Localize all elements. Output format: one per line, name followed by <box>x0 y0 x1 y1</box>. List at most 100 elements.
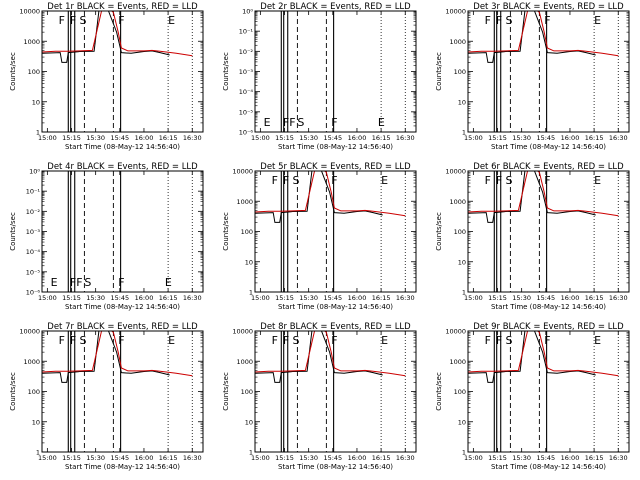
flag-label: F <box>272 174 278 187</box>
flag-label: F <box>70 14 76 27</box>
flag-label: E <box>381 334 388 347</box>
flag-label: E <box>594 174 601 187</box>
x-tick-label: 16:00 <box>135 134 154 142</box>
panel-title: Det 9r BLACK = Events, RED = LLD <box>473 322 624 332</box>
x-tick-label: 16:15 <box>585 294 604 302</box>
flag-label: E <box>168 14 175 27</box>
detector-panel: Det 6r BLACK = Events, RED = LLD Counts/s… <box>435 162 630 311</box>
flag-label: F <box>544 14 550 27</box>
y-axis-label: Counts/sec <box>435 372 443 411</box>
x-tick-label: 15:15 <box>488 454 507 462</box>
plot-frame <box>41 330 204 453</box>
flag-label: F <box>544 334 550 347</box>
flag-label: F <box>485 334 491 347</box>
x-tick-label: 16:15 <box>372 294 391 302</box>
flag-label: F <box>59 334 65 347</box>
plot-frame <box>41 170 204 293</box>
x-axis-label: Start Time (08-May-12 14:56:40) <box>491 143 606 151</box>
x-tick-label: 15:15 <box>62 454 81 462</box>
x-tick-label: 15:45 <box>110 454 129 462</box>
x-tick-label: 15:30 <box>299 294 318 302</box>
x-tick-label: 16:30 <box>396 454 415 462</box>
x-tick-label: 15:15 <box>275 454 294 462</box>
flag-label: S <box>297 116 304 129</box>
x-axis-label: Start Time (08-May-12 14:56:40) <box>491 303 606 311</box>
flag-label: E <box>381 174 388 187</box>
x-tick-label: 15:45 <box>110 134 129 142</box>
x-tick-label: 15:45 <box>536 454 555 462</box>
x-tick-label: 15:30 <box>86 454 105 462</box>
y-tick-label: 1000 <box>449 358 466 366</box>
plot-frame <box>467 170 630 293</box>
y-axis-label: Counts/sec <box>9 372 17 411</box>
x-tick-label: 15:30 <box>512 134 531 142</box>
x-tick-label: 16:15 <box>585 134 604 142</box>
flag-label: S <box>506 174 513 187</box>
flag-label: E <box>378 116 385 129</box>
flag-label: F <box>272 334 278 347</box>
x-tick-label: 16:15 <box>159 134 178 142</box>
x-tick-label: 15:15 <box>275 294 294 302</box>
flag-label: E <box>594 14 601 27</box>
panel-title: Det 5r BLACK = Events, RED = LLD <box>260 162 411 172</box>
detector-panel: Det 8r BLACK = Events, RED = LLD Counts/s… <box>222 322 417 471</box>
x-tick-label: 15:30 <box>299 134 318 142</box>
flag-label: S <box>506 14 513 27</box>
x-tick-label: 15:00 <box>251 454 270 462</box>
y-axis-label: Counts/sec <box>435 52 443 91</box>
x-tick-label: 16:30 <box>183 294 202 302</box>
plot-frame <box>41 10 204 133</box>
y-tick-label: 10 <box>458 418 466 426</box>
x-tick-label: 15:15 <box>488 294 507 302</box>
x-axis-label: Start Time (08-May-12 14:56:40) <box>65 463 180 471</box>
x-tick-label: 15:00 <box>38 134 57 142</box>
events-series-line <box>42 331 170 383</box>
plot-frame <box>254 10 417 133</box>
x-tick-label: 15:00 <box>464 294 483 302</box>
y-tick-label: 10000 <box>232 168 253 176</box>
y-tick-label: 10000 <box>445 328 466 336</box>
flag-label: E <box>264 116 271 129</box>
x-tick-label: 16:30 <box>609 294 628 302</box>
x-tick-label: 15:45 <box>110 294 129 302</box>
x-tick-label: 16:15 <box>159 454 178 462</box>
y-tick-label: 1 <box>462 449 466 457</box>
y-tick-label: 1000 <box>23 38 40 46</box>
flag-label: F <box>118 276 124 289</box>
y-tick-label: 10000 <box>19 328 40 336</box>
flag-label: F <box>331 174 337 187</box>
x-axis-label: Start Time (08-May-12 14:56:40) <box>65 143 180 151</box>
x-tick-label: 15:00 <box>251 134 270 142</box>
x-axis-label: Start Time (08-May-12 14:56:40) <box>278 463 393 471</box>
panel-title: Det 3r BLACK = Events, RED = LLD <box>473 2 624 12</box>
flag-label: S <box>84 276 91 289</box>
y-tick-label: 100 <box>241 228 253 236</box>
x-tick-label: 16:30 <box>609 454 628 462</box>
detector-panel: Det 3r BLACK = Events, RED = LLD Counts/s… <box>435 2 630 151</box>
y-tick-label: 100 <box>454 388 466 396</box>
plot-area: E FF S F E <box>264 11 406 132</box>
y-tick-label: 1 <box>36 449 40 457</box>
y-axis-label: Counts/sec <box>222 212 230 251</box>
flag-label: E <box>168 334 175 347</box>
y-tick-label: 1000 <box>23 358 40 366</box>
plot-frame <box>254 330 417 453</box>
x-axis-label: Start Time (08-May-12 14:56:40) <box>278 143 393 151</box>
x-tick-label: 16:00 <box>135 294 154 302</box>
detector-panel: Det 4r BLACK = Events, RED = LLD Counts/s… <box>9 162 204 311</box>
x-tick-label: 15:00 <box>251 294 270 302</box>
x-tick-label: 16:15 <box>372 454 391 462</box>
flag-label: F <box>331 116 337 129</box>
lld-series-line <box>255 331 406 377</box>
x-tick-label: 16:15 <box>372 134 391 142</box>
y-tick-label: 1 <box>36 129 40 137</box>
x-tick-label: 15:15 <box>488 134 507 142</box>
events-series-line <box>468 171 596 223</box>
lld-series-line <box>468 11 619 57</box>
flag-label: F <box>496 334 502 347</box>
